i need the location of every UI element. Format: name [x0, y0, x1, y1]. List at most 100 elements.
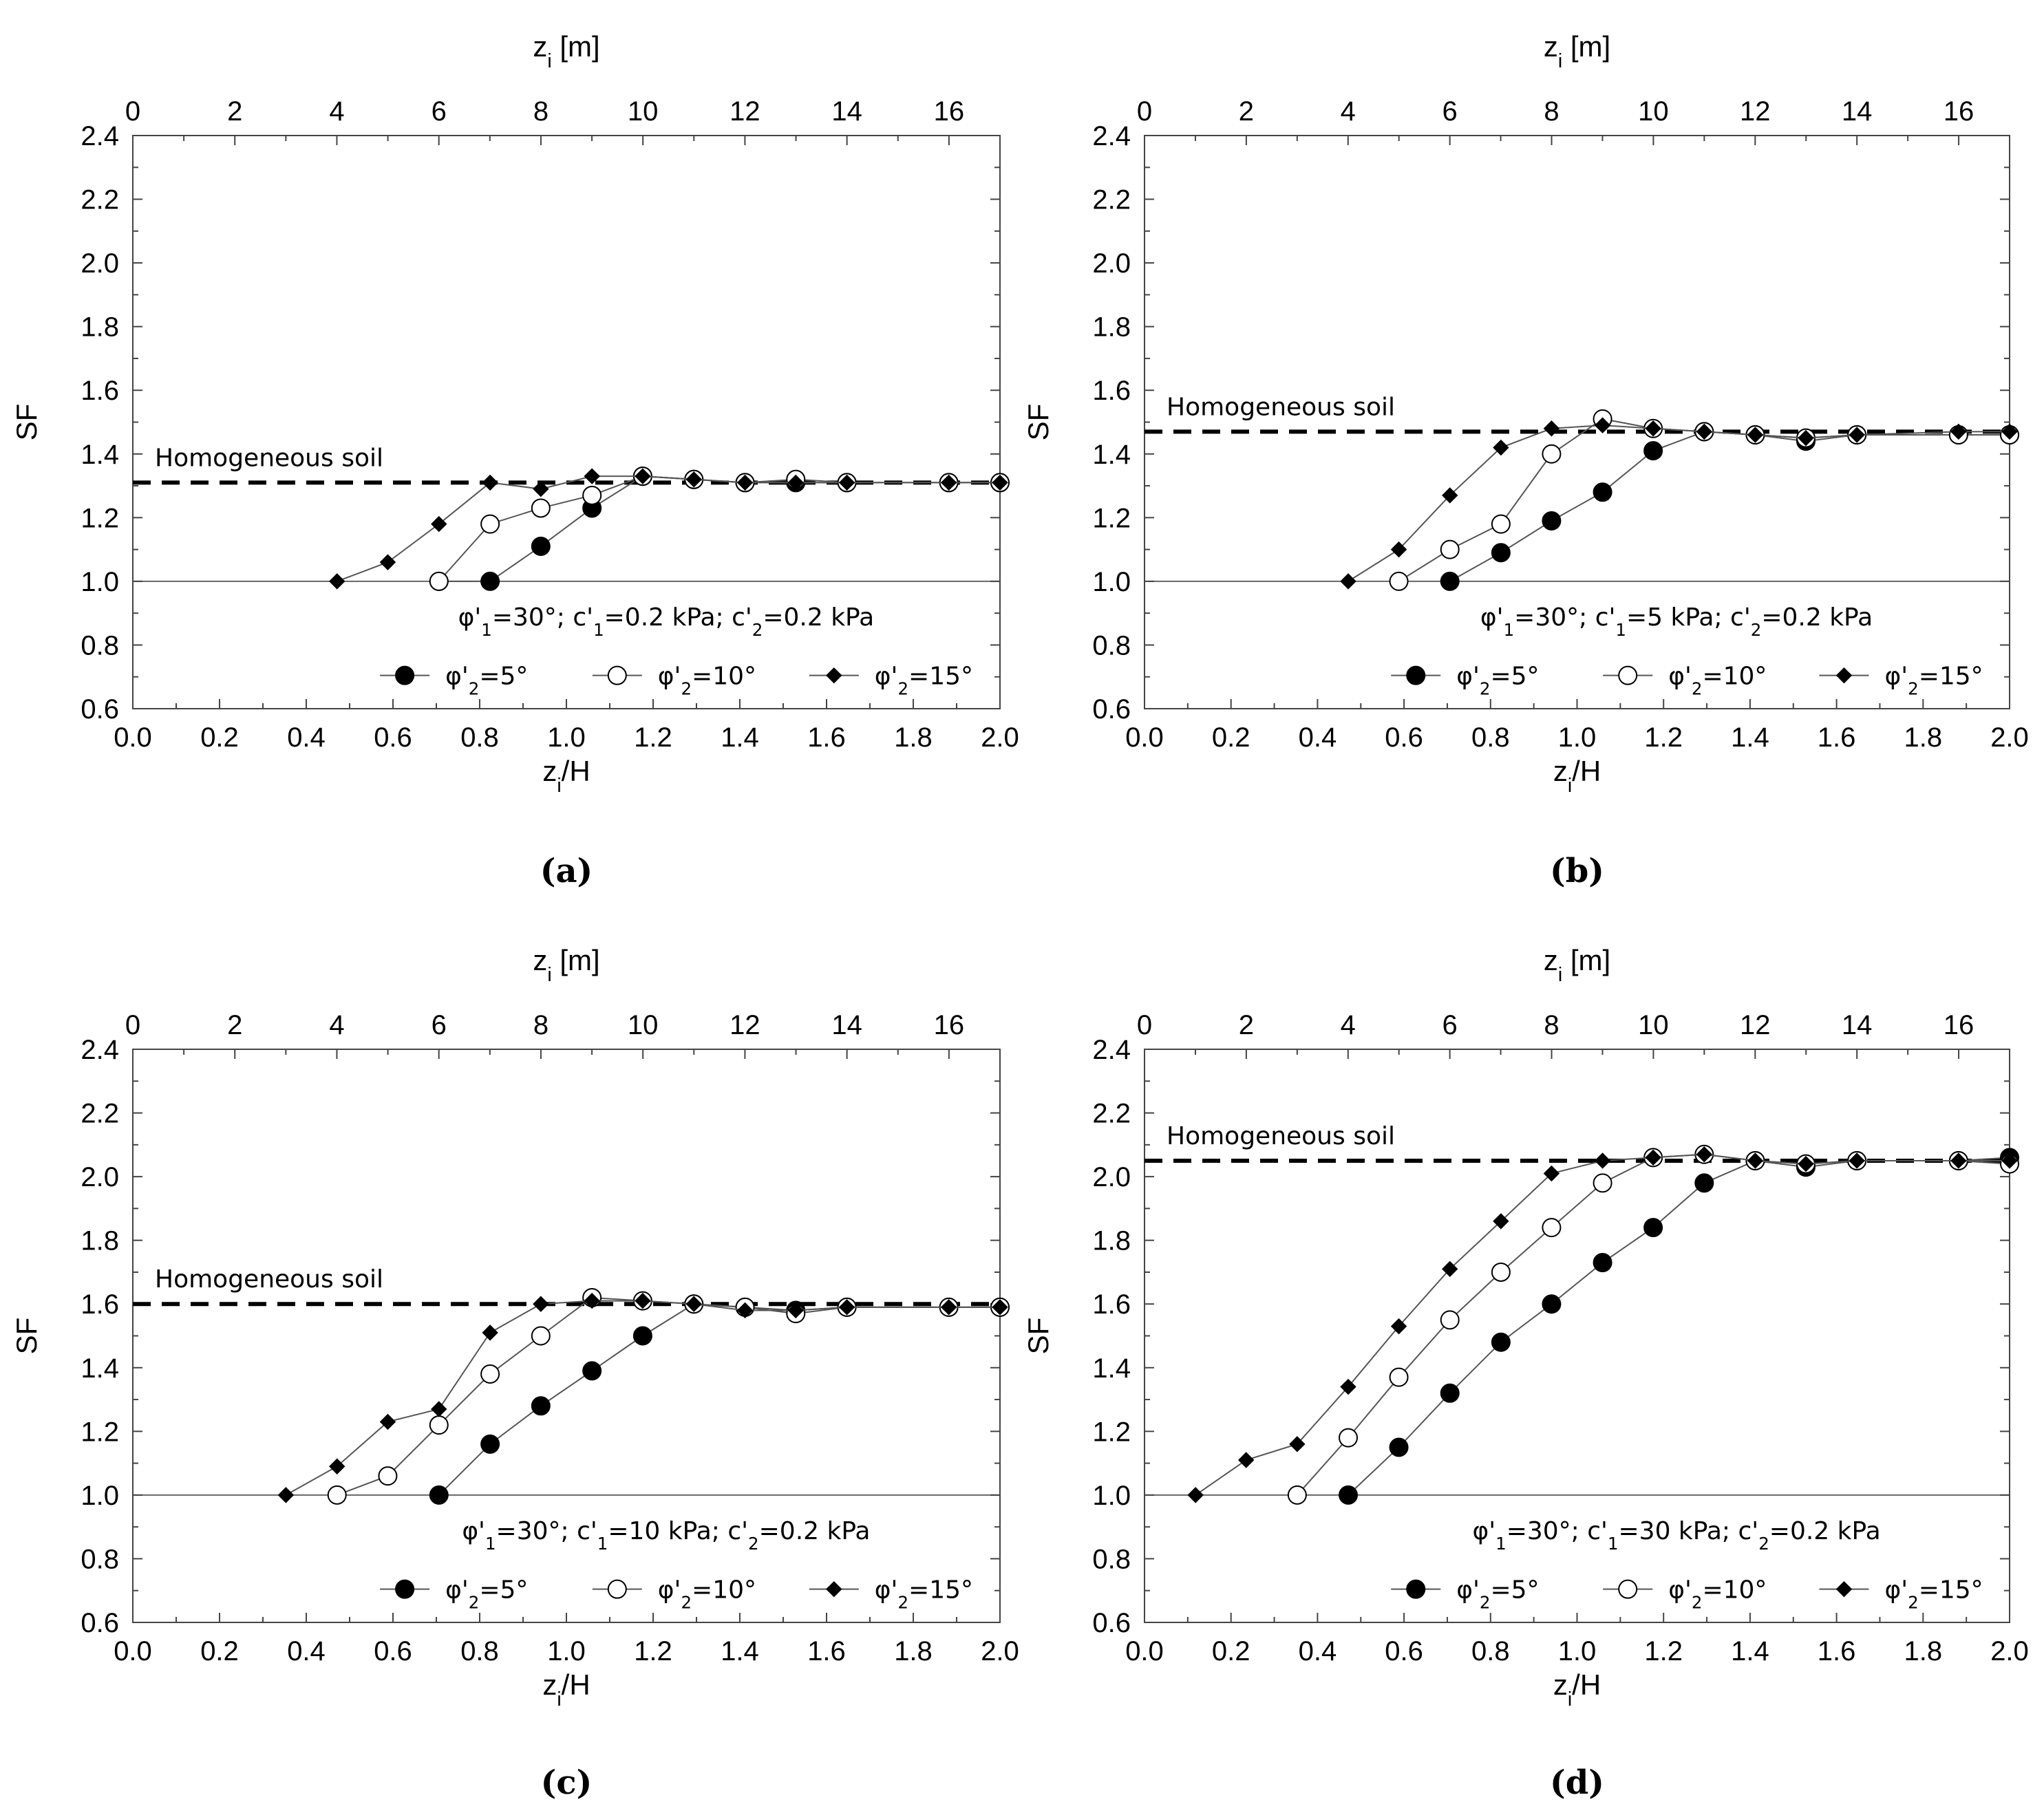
series-line-1: [337, 1296, 1000, 1496]
x2-tick-label: 16: [934, 96, 965, 127]
x-tick-label: 1.0: [1558, 722, 1597, 753]
y-tick-label: 1.2: [81, 1417, 119, 1447]
data-point: [685, 471, 702, 488]
x-tick-label: 0.2: [200, 1636, 239, 1666]
data-point: [1491, 543, 1511, 563]
x-tick-label: 0.8: [1471, 722, 1510, 753]
x-axis-title: zi/H: [1553, 1669, 1601, 1710]
data-point: [1593, 1253, 1612, 1273]
y-axis-title: SF: [10, 1318, 43, 1355]
data-point: [1237, 1452, 1255, 1468]
x-tick-label: 0.2: [200, 722, 239, 753]
data-point: [1643, 441, 1663, 461]
y-tick-label: 1.0: [81, 567, 119, 597]
legend-marker: [395, 665, 415, 685]
panel-label: (d): [1550, 1763, 1604, 1802]
x2-tick-label: 10: [1638, 96, 1669, 127]
data-point: [429, 1485, 449, 1505]
x2-tick-label: 4: [329, 96, 344, 127]
x2-tick-label: 8: [533, 96, 549, 127]
x-axis-title: zi/H: [542, 755, 590, 797]
legend-label: φ'2=10°: [1668, 663, 1767, 699]
x-tick-label: 2.0: [1990, 1636, 2029, 1666]
homogeneous-soil-label: Homogeneous soil: [155, 1265, 383, 1294]
data-point: [1542, 1294, 1562, 1314]
x2-tick-label: 12: [1740, 96, 1771, 127]
y-tick-label: 1.0: [1092, 1481, 1131, 1511]
data-point: [1593, 1173, 1612, 1193]
data-point: [531, 1326, 551, 1346]
data-point: [1543, 420, 1560, 437]
y-tick-label: 0.8: [1092, 630, 1131, 661]
data-point: [1594, 1152, 1611, 1169]
x-tick-label: 0.4: [287, 722, 326, 753]
series-line-2: [285, 1300, 1000, 1496]
data-point: [1491, 1332, 1511, 1352]
legend-marker: [1618, 1579, 1638, 1599]
series-line-0: [438, 475, 1000, 582]
x-tick-label: 0.8: [1471, 1636, 1510, 1666]
data-point: [1289, 1436, 1306, 1452]
x-tick-label: 2.0: [981, 722, 1019, 753]
y-tick-label: 2.2: [81, 1099, 119, 1129]
homogeneous-soil-label: Homogeneous soil: [1167, 393, 1395, 421]
data-point: [632, 1326, 652, 1346]
legend-label: φ'2=15°: [875, 663, 973, 699]
y-tick-label: 2.0: [81, 248, 119, 279]
y-tick-label: 1.4: [81, 440, 119, 470]
data-point: [378, 1466, 398, 1486]
x2-tick-label: 6: [432, 96, 447, 127]
x2-tick-label: 16: [1944, 1010, 1974, 1040]
x-tick-label: 1.6: [1818, 1636, 1856, 1666]
legend-label: φ'2=5°: [445, 663, 528, 699]
legend-label: φ'2=15°: [875, 1576, 973, 1613]
y-tick-label: 1.8: [1092, 1226, 1131, 1256]
x2-tick-label: 8: [533, 1010, 549, 1040]
data-point: [1542, 444, 1562, 464]
x-tick-label: 1.2: [634, 1636, 672, 1666]
data-point: [482, 474, 498, 491]
data-point: [1440, 571, 1460, 591]
data-point: [531, 1396, 551, 1416]
x-tick-label: 0.2: [1212, 722, 1250, 753]
x-tick-label: 1.0: [547, 1636, 586, 1666]
x2-tick-label: 6: [432, 1010, 447, 1040]
x-tick-label: 1.4: [1731, 722, 1769, 753]
data-point: [531, 536, 551, 556]
data-point: [1493, 439, 1509, 456]
parameter-annotation: φ'1=30°; c'1=0.2 kPa; c'2=0.2 kPa: [458, 603, 875, 640]
x-tick-label: 1.2: [1644, 722, 1683, 753]
x-tick-label: 1.8: [1904, 1636, 1942, 1666]
legend-marker: [826, 1580, 842, 1598]
chart-panel-a: 0.0 0.2 0.4 0.6 0.8 1.0 1.2 1.4 1.6 1.8 2.0 0 2 4 6 8 10…: [10, 30, 1019, 890]
x2-tick-label: 0: [1137, 96, 1152, 127]
x2-axis-title: zi [m]: [1544, 30, 1610, 72]
y-tick-label: 2.0: [1092, 248, 1131, 279]
x-tick-label: 1.8: [1904, 722, 1942, 753]
data-point: [429, 571, 449, 591]
x2-tick-label: 0: [125, 1010, 140, 1040]
x-tick-label: 0.6: [1385, 1636, 1423, 1666]
data-point: [329, 1458, 345, 1474]
data-point: [992, 474, 1008, 491]
x2-axis-title: zi [m]: [533, 944, 599, 986]
y-tick-label: 1.0: [1092, 567, 1131, 597]
data-point: [1542, 511, 1562, 530]
x-tick-label: 1.6: [807, 1636, 846, 1666]
legend-marker: [1835, 667, 1853, 684]
data-point: [1798, 1155, 1814, 1172]
data-point: [1389, 1367, 1409, 1387]
x2-tick-label: 4: [1341, 96, 1356, 127]
x-tick-label: 0.0: [1125, 1636, 1164, 1666]
x2-tick-label: 6: [1442, 1010, 1458, 1040]
data-point: [480, 1434, 500, 1454]
data-point: [582, 485, 602, 505]
y-tick-label: 2.2: [1092, 1099, 1131, 1129]
x-tick-label: 2.0: [1990, 722, 2029, 753]
y-tick-label: 2.4: [1092, 121, 1131, 151]
data-point: [1442, 487, 1458, 504]
homogeneous-soil-label: Homogeneous soil: [1167, 1122, 1395, 1150]
legend-label: φ'2=10°: [1668, 1576, 1767, 1613]
data-point: [1491, 514, 1511, 534]
data-point: [277, 1487, 295, 1503]
